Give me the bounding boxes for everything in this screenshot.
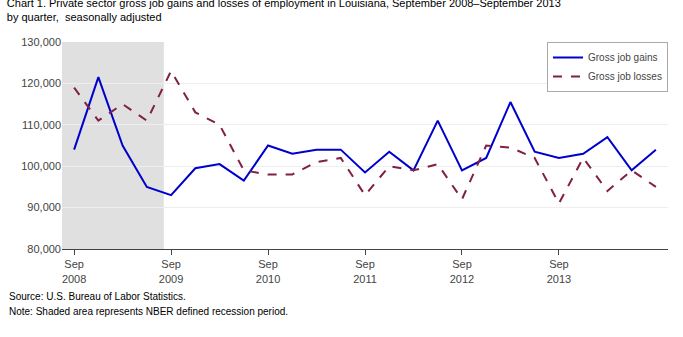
svg-text:Sep2010: Sep2010 bbox=[256, 258, 280, 284]
svg-text:80,000: 80,000 bbox=[27, 243, 61, 255]
svg-text:Gross job losses: Gross job losses bbox=[588, 71, 662, 82]
svg-text:Sep2013: Sep2013 bbox=[547, 258, 571, 284]
svg-text:100,000: 100,000 bbox=[21, 160, 61, 172]
svg-text:Sep2008: Sep2008 bbox=[62, 258, 86, 284]
svg-text:Sep2012: Sep2012 bbox=[450, 258, 474, 284]
svg-text:Note: Shaded area represents N: Note: Shaded area represents NBER define… bbox=[9, 306, 288, 317]
svg-text:Gross job gains: Gross job gains bbox=[588, 52, 657, 63]
svg-text:120,000: 120,000 bbox=[21, 77, 61, 89]
svg-text:Chart 1. Private sector gross: Chart 1. Private sector gross job gains … bbox=[7, 0, 561, 23]
svg-text:Source: U.S. Bureau of Labor S: Source: U.S. Bureau of Labor Statistics. bbox=[9, 291, 186, 302]
svg-text:90,000: 90,000 bbox=[27, 201, 61, 213]
svg-text:130,000: 130,000 bbox=[21, 36, 61, 48]
svg-text:110,000: 110,000 bbox=[22, 119, 61, 131]
svg-text:Sep2009: Sep2009 bbox=[159, 258, 183, 284]
svg-text:Sep2011: Sep2011 bbox=[353, 258, 377, 284]
